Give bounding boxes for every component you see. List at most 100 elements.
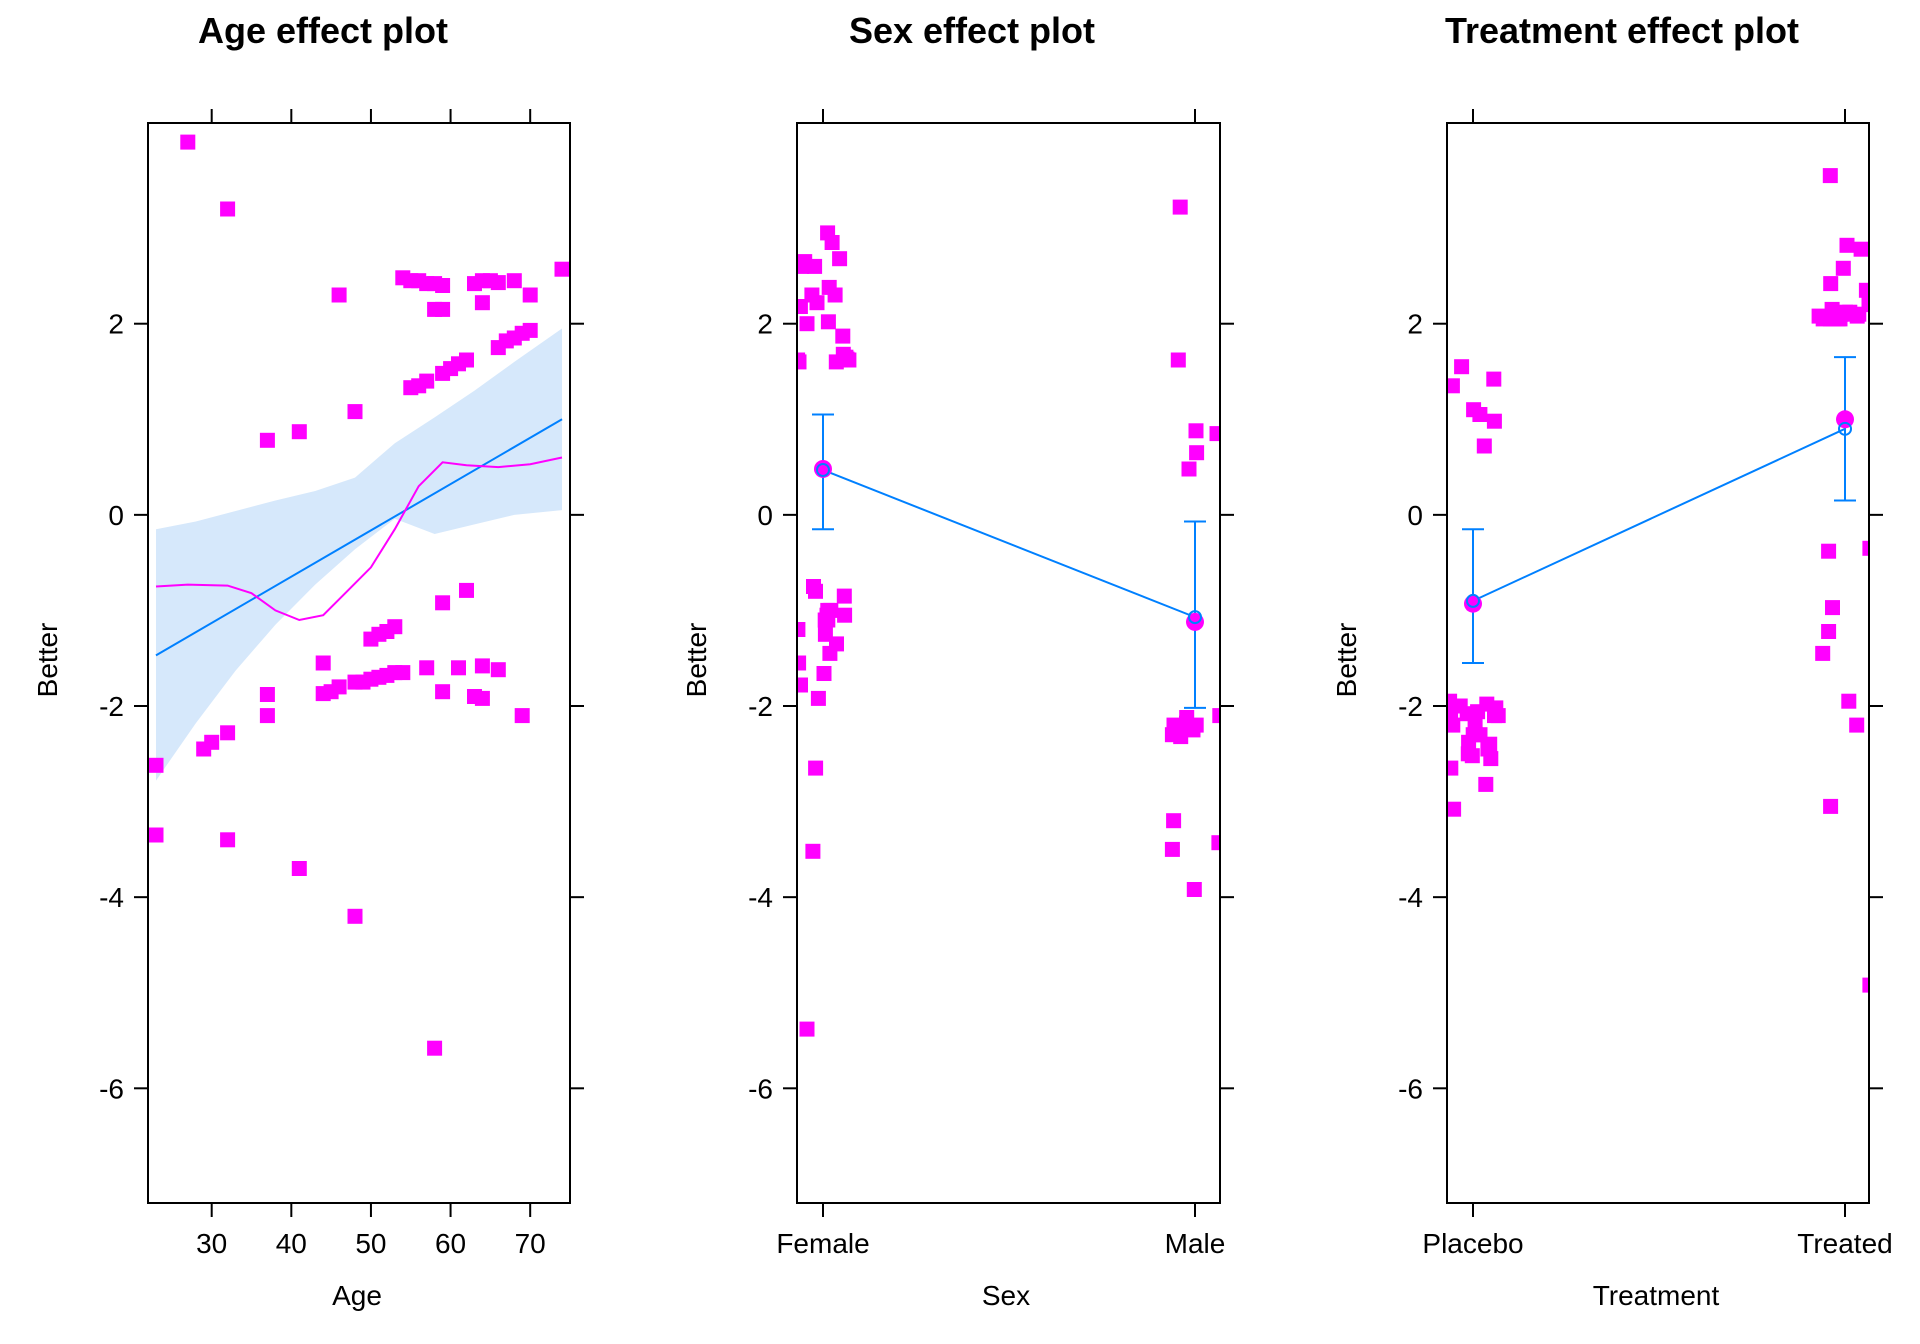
data-point bbox=[1823, 276, 1839, 292]
y-tick-label: -4 bbox=[1398, 882, 1423, 913]
group-mean-marker bbox=[1836, 410, 1854, 429]
data-point bbox=[1447, 703, 1459, 719]
confidence-band bbox=[156, 328, 562, 781]
fit-line bbox=[822, 469, 1196, 619]
y-tick-label: -4 bbox=[99, 882, 124, 913]
plot-area bbox=[797, 199, 1220, 1037]
data-point bbox=[816, 666, 832, 681]
data-point bbox=[1188, 717, 1204, 733]
y-tick-label: -2 bbox=[99, 691, 124, 722]
data-point bbox=[148, 827, 164, 843]
data-point bbox=[1172, 199, 1188, 215]
treatment-x-axis-label: Treatment bbox=[1593, 1280, 1720, 1311]
data-point bbox=[835, 328, 851, 344]
group-mean-marker bbox=[1464, 594, 1482, 613]
data-point bbox=[220, 725, 236, 741]
sex-effect-panel: Sex effect plot Sex Better -6 -4 -2 0 2 Femal… bbox=[681, 10, 1234, 1311]
data-point bbox=[1447, 717, 1461, 733]
data-point bbox=[395, 665, 411, 681]
age-y-axis-label: Better bbox=[32, 623, 63, 698]
data-point bbox=[259, 708, 275, 724]
data-point bbox=[817, 626, 833, 642]
data-point bbox=[1447, 760, 1459, 776]
y-tick-label: 0 bbox=[1407, 500, 1423, 531]
data-point bbox=[837, 607, 853, 623]
data-point bbox=[259, 432, 275, 448]
data-point bbox=[291, 861, 307, 876]
data-point bbox=[1454, 359, 1470, 375]
data-point bbox=[797, 299, 808, 314]
data-point bbox=[180, 134, 196, 150]
x-tick-label: Female bbox=[776, 1228, 869, 1259]
data-point bbox=[1862, 977, 1869, 993]
x-tick-label: 30 bbox=[196, 1228, 227, 1259]
data-point bbox=[435, 278, 451, 293]
data-point bbox=[387, 619, 403, 635]
data-point bbox=[474, 658, 490, 674]
treatment-effect-panel: Treatment effect plot Treatment Better -… bbox=[1331, 10, 1893, 1311]
smooth-line bbox=[155, 456, 563, 622]
data-point bbox=[827, 287, 843, 303]
y-tick-label: -6 bbox=[1398, 1073, 1423, 1104]
data-point bbox=[1853, 241, 1869, 257]
age-x-axis-label: Age bbox=[332, 1280, 382, 1311]
data-point bbox=[797, 677, 808, 693]
y-tick-label: 2 bbox=[108, 309, 124, 340]
data-point bbox=[824, 235, 840, 250]
data-point bbox=[1164, 841, 1180, 857]
data-point bbox=[1835, 260, 1851, 276]
y-tick-label: -2 bbox=[748, 691, 773, 722]
data-point bbox=[1447, 801, 1462, 817]
y-tick-label: 0 bbox=[757, 500, 773, 531]
data-point bbox=[220, 201, 236, 217]
fit-point bbox=[1838, 421, 1852, 436]
data-point bbox=[1811, 308, 1827, 324]
data-point bbox=[506, 273, 522, 289]
data-point bbox=[1830, 311, 1846, 327]
data-point bbox=[799, 316, 815, 332]
data-point bbox=[1211, 835, 1220, 851]
data-point bbox=[435, 684, 451, 700]
data-point bbox=[1821, 543, 1837, 559]
data-point bbox=[1459, 706, 1475, 722]
treatment-y-axis-label: Better bbox=[1331, 623, 1362, 698]
data-point bbox=[1212, 708, 1220, 724]
data-point bbox=[1483, 751, 1499, 767]
data-point bbox=[808, 760, 824, 776]
fit-point bbox=[1188, 610, 1202, 625]
data-point bbox=[820, 314, 836, 330]
data-point bbox=[807, 258, 823, 274]
data-point bbox=[1822, 168, 1838, 184]
fit-point bbox=[1466, 593, 1480, 608]
y-tick-label: 2 bbox=[1407, 309, 1423, 340]
data-point bbox=[797, 622, 806, 637]
data-point bbox=[451, 660, 466, 676]
data-point bbox=[459, 352, 474, 368]
data-point bbox=[806, 579, 821, 594]
data-point bbox=[427, 1040, 443, 1056]
data-point bbox=[1186, 882, 1202, 897]
data-point bbox=[1849, 308, 1865, 324]
panel-frame bbox=[1446, 122, 1870, 1204]
data-point bbox=[1841, 693, 1857, 709]
data-point bbox=[490, 662, 506, 678]
data-point bbox=[259, 687, 275, 702]
x-tick-label: Male bbox=[1165, 1228, 1226, 1259]
data-point bbox=[435, 595, 451, 611]
data-point bbox=[474, 690, 490, 706]
data-point bbox=[1862, 540, 1869, 556]
x-tick-label: 50 bbox=[355, 1228, 386, 1259]
data-point bbox=[474, 295, 490, 311]
data-point bbox=[347, 404, 363, 420]
y-tick-label: -2 bbox=[1398, 691, 1423, 722]
data-point bbox=[1464, 748, 1480, 764]
fit-line bbox=[155, 418, 563, 657]
data-point bbox=[1170, 352, 1186, 368]
data-point bbox=[1447, 378, 1460, 394]
panel-frame bbox=[796, 122, 1221, 1204]
y-tick-label: -4 bbox=[748, 882, 773, 913]
data-point bbox=[1821, 624, 1837, 639]
data-point bbox=[1490, 708, 1506, 724]
data-point bbox=[514, 708, 530, 724]
data-point bbox=[419, 373, 435, 389]
